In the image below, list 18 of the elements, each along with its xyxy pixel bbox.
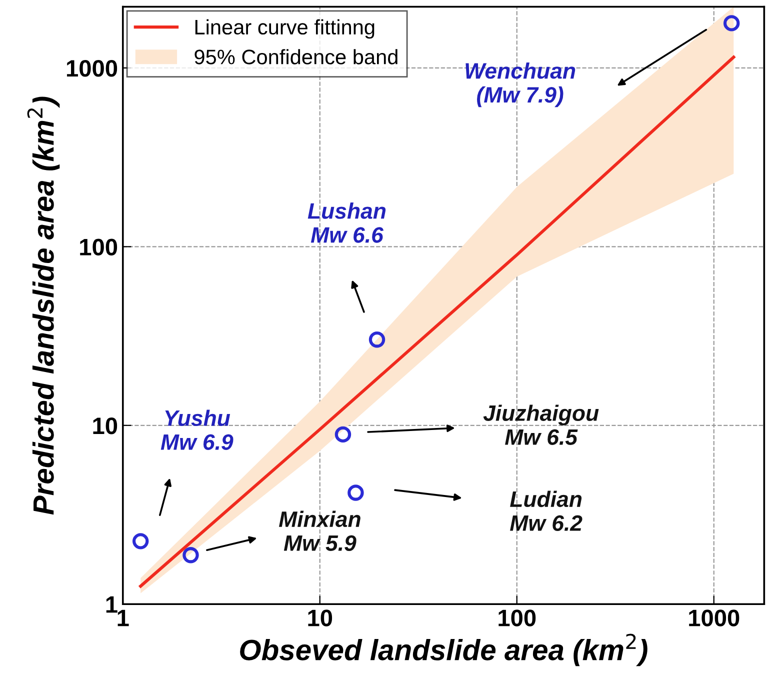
annotation: Ludian Mw 6.2 bbox=[510, 490, 582, 531]
annotation: Yushu Mw 6.9 bbox=[160, 410, 234, 450]
y-tick-label: 10 bbox=[93, 417, 118, 434]
x-tick-label: 1000 bbox=[689, 610, 740, 626]
x-tick-label: 10 bbox=[308, 610, 332, 626]
annotation: Lushan Mw 6.6 bbox=[308, 202, 386, 243]
x-axis-title: Obseved landslide area (km$^{2}$) bbox=[240, 634, 648, 666]
x-tick-label: 1 bbox=[118, 610, 129, 626]
annotation: Jiuzhaigou Mw 6.5 bbox=[483, 404, 599, 445]
legend-label: 95% Confidence band bbox=[194, 49, 398, 64]
y-tick-label: 1000 bbox=[66, 60, 118, 77]
annotation: Minxian Mw 5.9 bbox=[279, 510, 360, 552]
legend-label: Linear curve fittinng bbox=[195, 19, 374, 39]
y-axis-title: Predicted landslide area (km$^{2}$) bbox=[27, 96, 60, 515]
annotation: Wenchuan (Mw 7.9) bbox=[466, 62, 576, 108]
y-tick-label: 1 bbox=[106, 596, 118, 613]
y-tick-label: 100 bbox=[80, 238, 118, 256]
x-tick-label: 100 bbox=[498, 610, 536, 626]
